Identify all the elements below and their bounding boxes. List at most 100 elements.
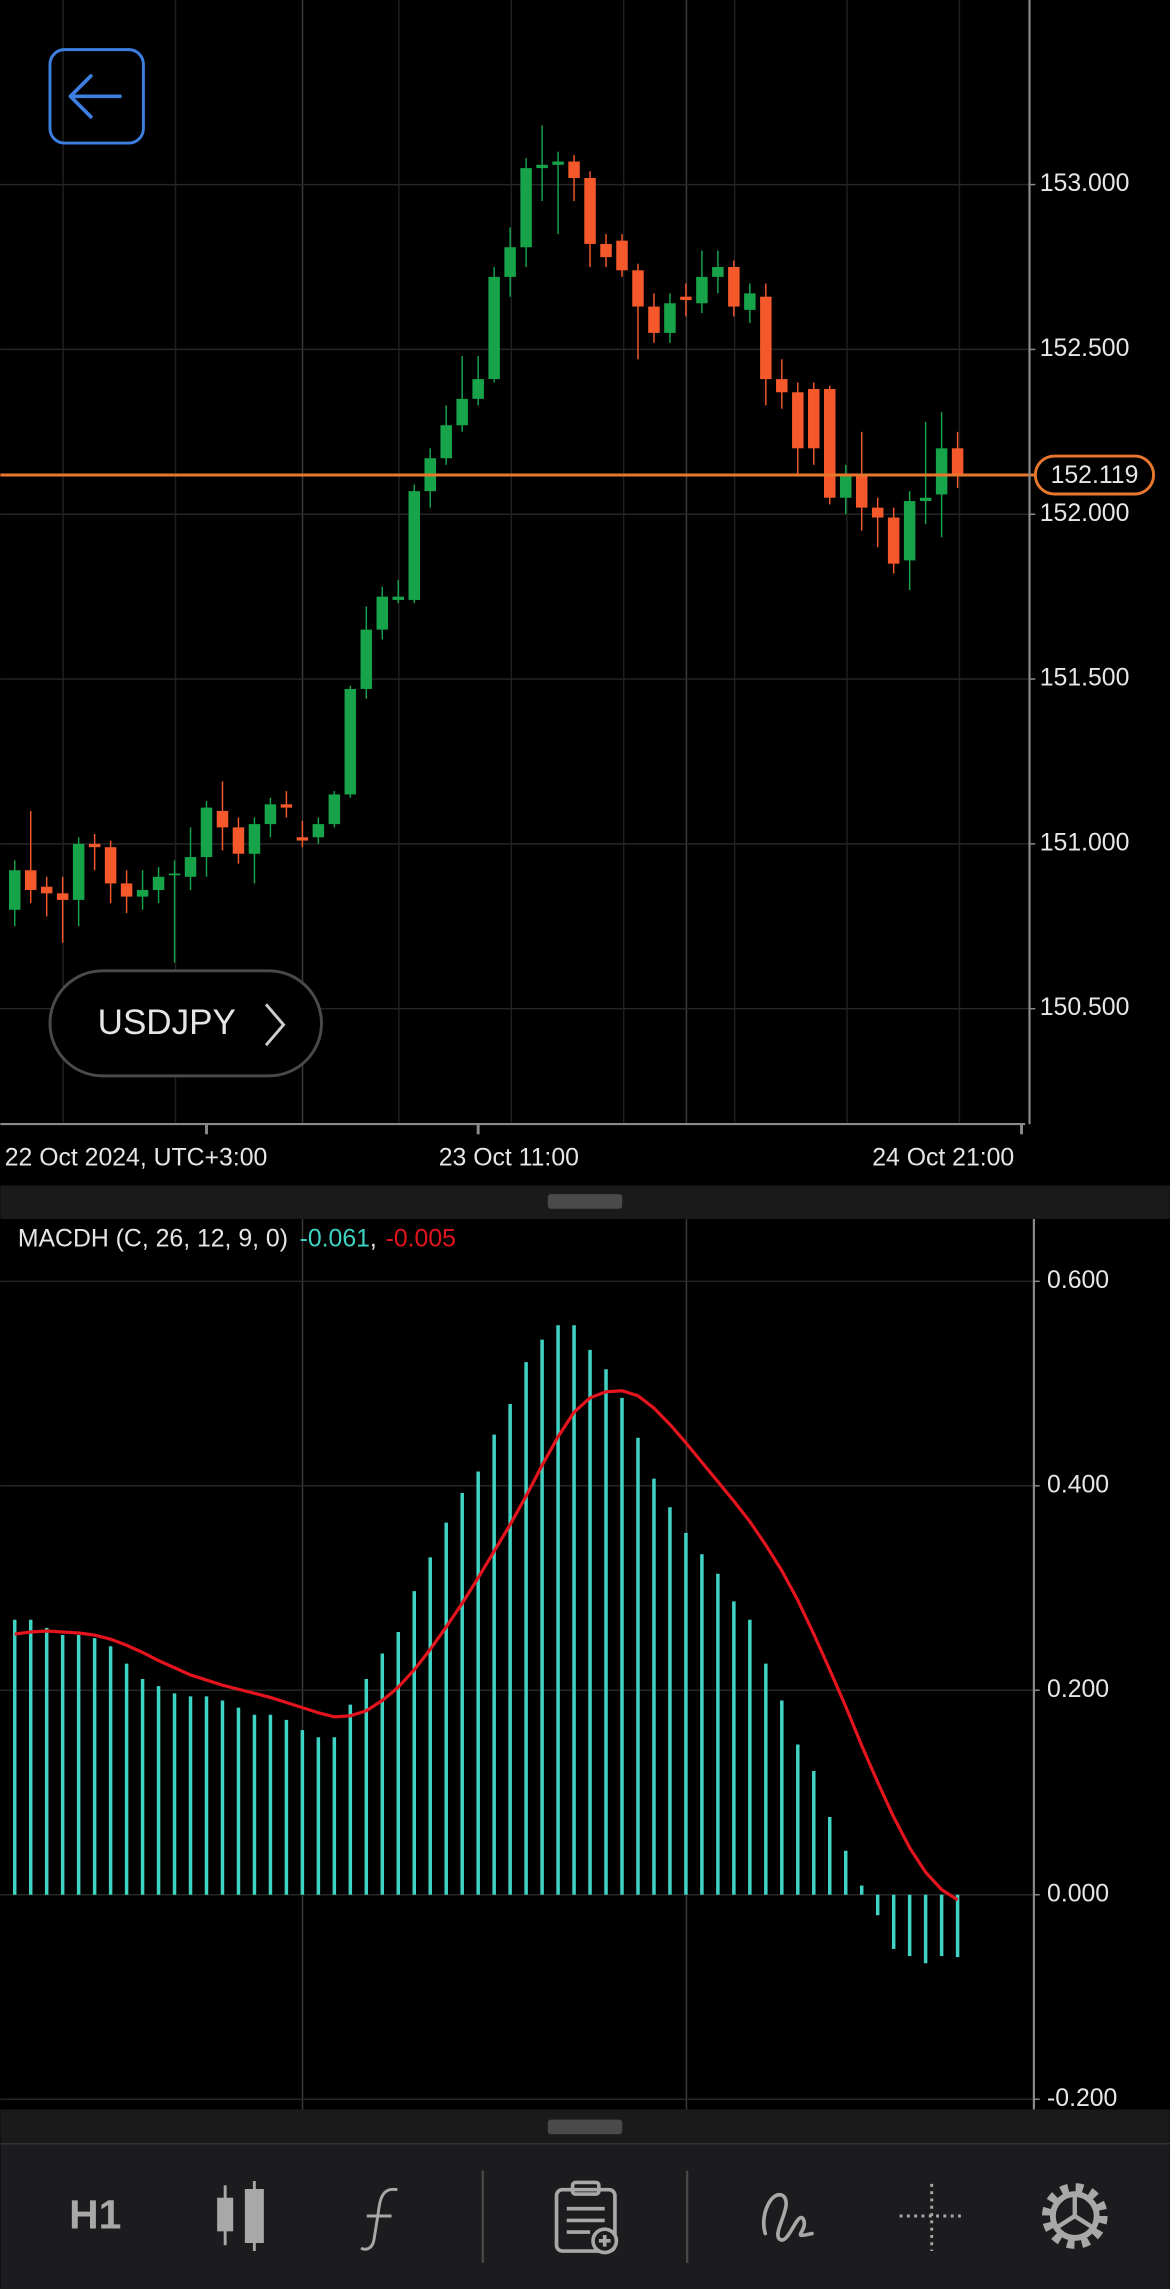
candle-body bbox=[360, 629, 373, 689]
candle-body bbox=[184, 857, 197, 877]
candle-body bbox=[56, 893, 69, 900]
drawing-button[interactable] bbox=[762, 2193, 814, 2242]
candle-body bbox=[392, 596, 405, 600]
candle-body bbox=[88, 843, 101, 848]
y-tick-label: 0.000 bbox=[1047, 1880, 1109, 1907]
icon-part bbox=[1041, 2183, 1108, 2249]
candle-body bbox=[312, 824, 325, 838]
orders-button[interactable] bbox=[554, 2180, 619, 2255]
candle-body bbox=[776, 379, 788, 393]
candle-body bbox=[887, 517, 900, 564]
candle-body bbox=[40, 886, 53, 894]
candle-body bbox=[264, 804, 277, 825]
candle-body bbox=[919, 497, 932, 502]
candle-body bbox=[488, 276, 500, 380]
current-price-badge bbox=[1033, 454, 1156, 496]
x-tick-label: 24 Oct 21:00 bbox=[872, 1145, 1014, 1172]
candle-body bbox=[440, 425, 452, 459]
candle-body bbox=[568, 161, 580, 179]
back-arrow bbox=[68, 74, 122, 119]
settings-button[interactable] bbox=[1041, 2183, 1108, 2249]
candle-body bbox=[104, 847, 117, 884]
candle-body bbox=[248, 824, 261, 854]
candle-body bbox=[232, 827, 245, 854]
candle-body bbox=[728, 267, 740, 307]
icon-part bbox=[570, 2180, 601, 2196]
candle-body bbox=[808, 388, 820, 449]
divider-handle[interactable] bbox=[547, 1194, 623, 1209]
candle-body bbox=[664, 303, 676, 333]
candle-body bbox=[72, 843, 85, 900]
candle-body bbox=[456, 398, 468, 426]
candle-body bbox=[935, 448, 948, 495]
candle-body bbox=[744, 293, 756, 310]
candle-body bbox=[824, 388, 836, 498]
candle-body bbox=[536, 164, 548, 169]
candle-body bbox=[552, 161, 564, 165]
icon-part bbox=[598, 2234, 611, 2247]
y-tick-label: 0.600 bbox=[1047, 1267, 1109, 1294]
chart-type-button[interactable] bbox=[217, 2180, 264, 2252]
signal-line bbox=[14, 1389, 959, 1902]
candle-body bbox=[616, 240, 628, 271]
candle-body bbox=[408, 491, 421, 600]
icon-part bbox=[566, 2206, 605, 2234]
y-tick-label: 151.000 bbox=[1040, 829, 1130, 856]
icon-part bbox=[554, 2187, 617, 2253]
icon-part bbox=[217, 2197, 234, 2232]
toolbar-background bbox=[0, 2143, 1170, 2289]
y-tick-label: 150.500 bbox=[1040, 994, 1130, 1021]
y-tick-label: 0.400 bbox=[1047, 1471, 1109, 1498]
candle-body bbox=[760, 296, 772, 380]
candle-body bbox=[632, 270, 644, 307]
y-tick-label: 0.200 bbox=[1047, 1676, 1109, 1703]
candle-body bbox=[280, 804, 293, 808]
y-tick-label: -0.200 bbox=[1047, 2085, 1117, 2112]
crosshair-button[interactable] bbox=[899, 2183, 964, 2252]
candle-body bbox=[696, 276, 708, 304]
candle-body bbox=[903, 501, 916, 561]
x-tick-label: 23 Oct 11:00 bbox=[439, 1145, 579, 1172]
candle-body bbox=[520, 168, 532, 248]
divider-handle[interactable] bbox=[547, 2119, 623, 2135]
y-tick-label: 153.000 bbox=[1040, 170, 1130, 197]
indicators-button[interactable] bbox=[360, 2187, 398, 2251]
candle-body bbox=[712, 267, 724, 277]
price-chart: 150.500 151.000 151.500 152.000 152.500 153.0… bbox=[0, 125, 1156, 1172]
macd-legend: MACDH (C, 26, 12, 9, 0) -0.061, -0.005 bbox=[18, 1225, 456, 1252]
y-tick-label: 151.500 bbox=[1040, 665, 1130, 692]
back-button[interactable] bbox=[48, 48, 145, 145]
candle-body bbox=[472, 379, 484, 399]
candle-body bbox=[600, 243, 612, 258]
candle-body bbox=[24, 870, 37, 891]
icon-part bbox=[244, 2189, 264, 2244]
x-tick-label: 22 Oct 2024, UTC+3:00 bbox=[5, 1145, 268, 1172]
back-button-frame[interactable] bbox=[48, 48, 145, 145]
candle-body bbox=[504, 247, 516, 277]
legend-separator: , bbox=[370, 1225, 377, 1252]
candle-body bbox=[648, 306, 660, 333]
symbol-button[interactable]: USDJPY bbox=[48, 969, 323, 1078]
candle-body bbox=[584, 178, 596, 244]
candle-body bbox=[328, 794, 341, 825]
candle-body bbox=[680, 296, 692, 300]
macd-title: MACDH (C, 26, 12, 9, 0) bbox=[18, 1225, 288, 1252]
time-grid bbox=[62, 0, 961, 2110]
candle-body bbox=[8, 870, 21, 910]
candle-body bbox=[376, 596, 389, 630]
candle-body bbox=[168, 873, 181, 876]
candle-body bbox=[871, 507, 884, 518]
histogram-value: -0.061 bbox=[300, 1225, 370, 1252]
toolbar: H1 bbox=[0, 2143, 1170, 2289]
candle-body bbox=[200, 807, 213, 858]
candle-body bbox=[152, 876, 165, 891]
timeframe-button[interactable]: H1 bbox=[69, 2191, 121, 2237]
candle-body bbox=[296, 837, 309, 841]
candle-body bbox=[839, 474, 852, 498]
symbol-button-frame[interactable] bbox=[48, 969, 323, 1078]
chevron bbox=[264, 1003, 286, 1047]
